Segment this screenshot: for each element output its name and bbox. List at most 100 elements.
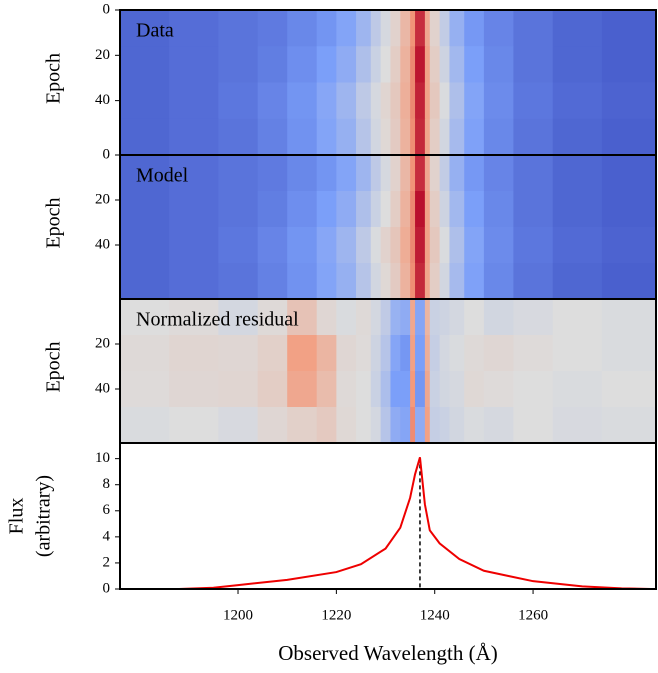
heat-cell [218,263,259,300]
heat-cell [316,407,337,444]
heat-cell [120,46,170,83]
heat-cell [120,299,170,336]
heat-cell [424,155,431,192]
heat-cell [513,82,554,120]
heat-cell [169,335,219,372]
heat-cell [415,371,426,408]
x-tick-label: 1260 [518,607,548,623]
heat-cell [410,263,416,300]
heat-cell [410,46,416,83]
heat-cell [316,263,337,300]
y-tick-label: 2 [103,554,111,570]
heat-cell [120,227,170,264]
panel-title: Normalized residual [136,309,299,331]
heat-cell [400,191,411,228]
heat-cell [316,155,337,192]
heat-cell [410,371,416,408]
heat-cell [601,46,657,83]
heat-cell [287,335,318,372]
heat-cell [370,407,382,444]
heat-cell [356,155,372,192]
heat-cell [120,155,170,192]
heat-cell [513,263,554,300]
heat-cell [410,118,416,156]
heat-cell [380,227,391,264]
x-axis-label: Observed Wavelength (Å) [278,641,498,665]
heat-cell [483,118,514,156]
y-axis-label: Epoch [43,53,65,104]
heat-cell [218,407,259,444]
heat-cell [380,335,391,372]
heat-cell [415,82,426,120]
heat-cell [400,46,411,83]
heat-cell [380,82,391,120]
y-tick-label: 6 [103,502,111,518]
heat-cell [513,191,554,228]
heat-cell [424,299,431,336]
heat-cell [513,155,554,192]
heat-cell [410,299,416,336]
heat-cell [464,335,485,372]
heat-cell [287,227,318,264]
heat-cell [370,371,382,408]
heat-cell [513,299,554,336]
y-tick-label: 40 [95,92,110,108]
y-tick-label: 8 [103,476,111,492]
heat-cell [429,263,441,300]
heat-cell [400,299,411,336]
heat-cell [449,335,465,372]
heat-cell [601,82,657,120]
heat-cell [316,299,337,336]
heat-cell [336,371,357,408]
y-axis-label: (arbitrary) [33,475,55,557]
heat-cell [336,263,357,300]
heat-cell [120,82,170,120]
heat-cell [356,335,372,372]
heat-cell [513,407,554,444]
heat-cell [380,10,391,47]
heat-cell [370,263,382,300]
heat-cell [380,407,391,444]
heat-cell [400,10,411,47]
heat-cell [380,371,391,408]
heat-cell [429,227,441,264]
heat-cell [449,82,465,120]
heat-cell [257,10,288,47]
heat-cell [552,263,603,300]
heat-cell [513,371,554,408]
y-tick-label: 0 [103,1,111,17]
heat-cell [390,46,401,83]
heat-cell [287,191,318,228]
heat-cell [429,46,441,83]
heat-cell [257,227,288,264]
heat-cell [336,227,357,264]
y-tick-label: 0 [103,580,111,596]
heat-cell [287,46,318,83]
heat-cell [400,82,411,120]
heat-cell [464,46,485,83]
heat-cell [483,155,514,192]
heat-cell [400,407,411,444]
heat-cell [218,82,259,120]
heat-cell [257,46,288,83]
heat-cell [449,118,465,156]
heat-cell [257,191,288,228]
heat-cell [424,371,431,408]
heat-cell [424,335,431,372]
heat-cell [336,407,357,444]
heat-cell [483,407,514,444]
heat-cell [429,82,441,120]
heat-cell [415,118,426,156]
heat-cell [552,46,603,83]
heat-cell [439,10,450,47]
y-tick-label: 20 [95,191,110,207]
heat-cell [218,118,259,156]
heat-cell [429,191,441,228]
heat-cell [410,10,416,47]
heat-cell [439,371,450,408]
heat-cell [400,227,411,264]
heat-cell [316,335,337,372]
heat-cell [601,155,657,192]
heat-cell [120,10,170,47]
heat-cell [257,407,288,444]
